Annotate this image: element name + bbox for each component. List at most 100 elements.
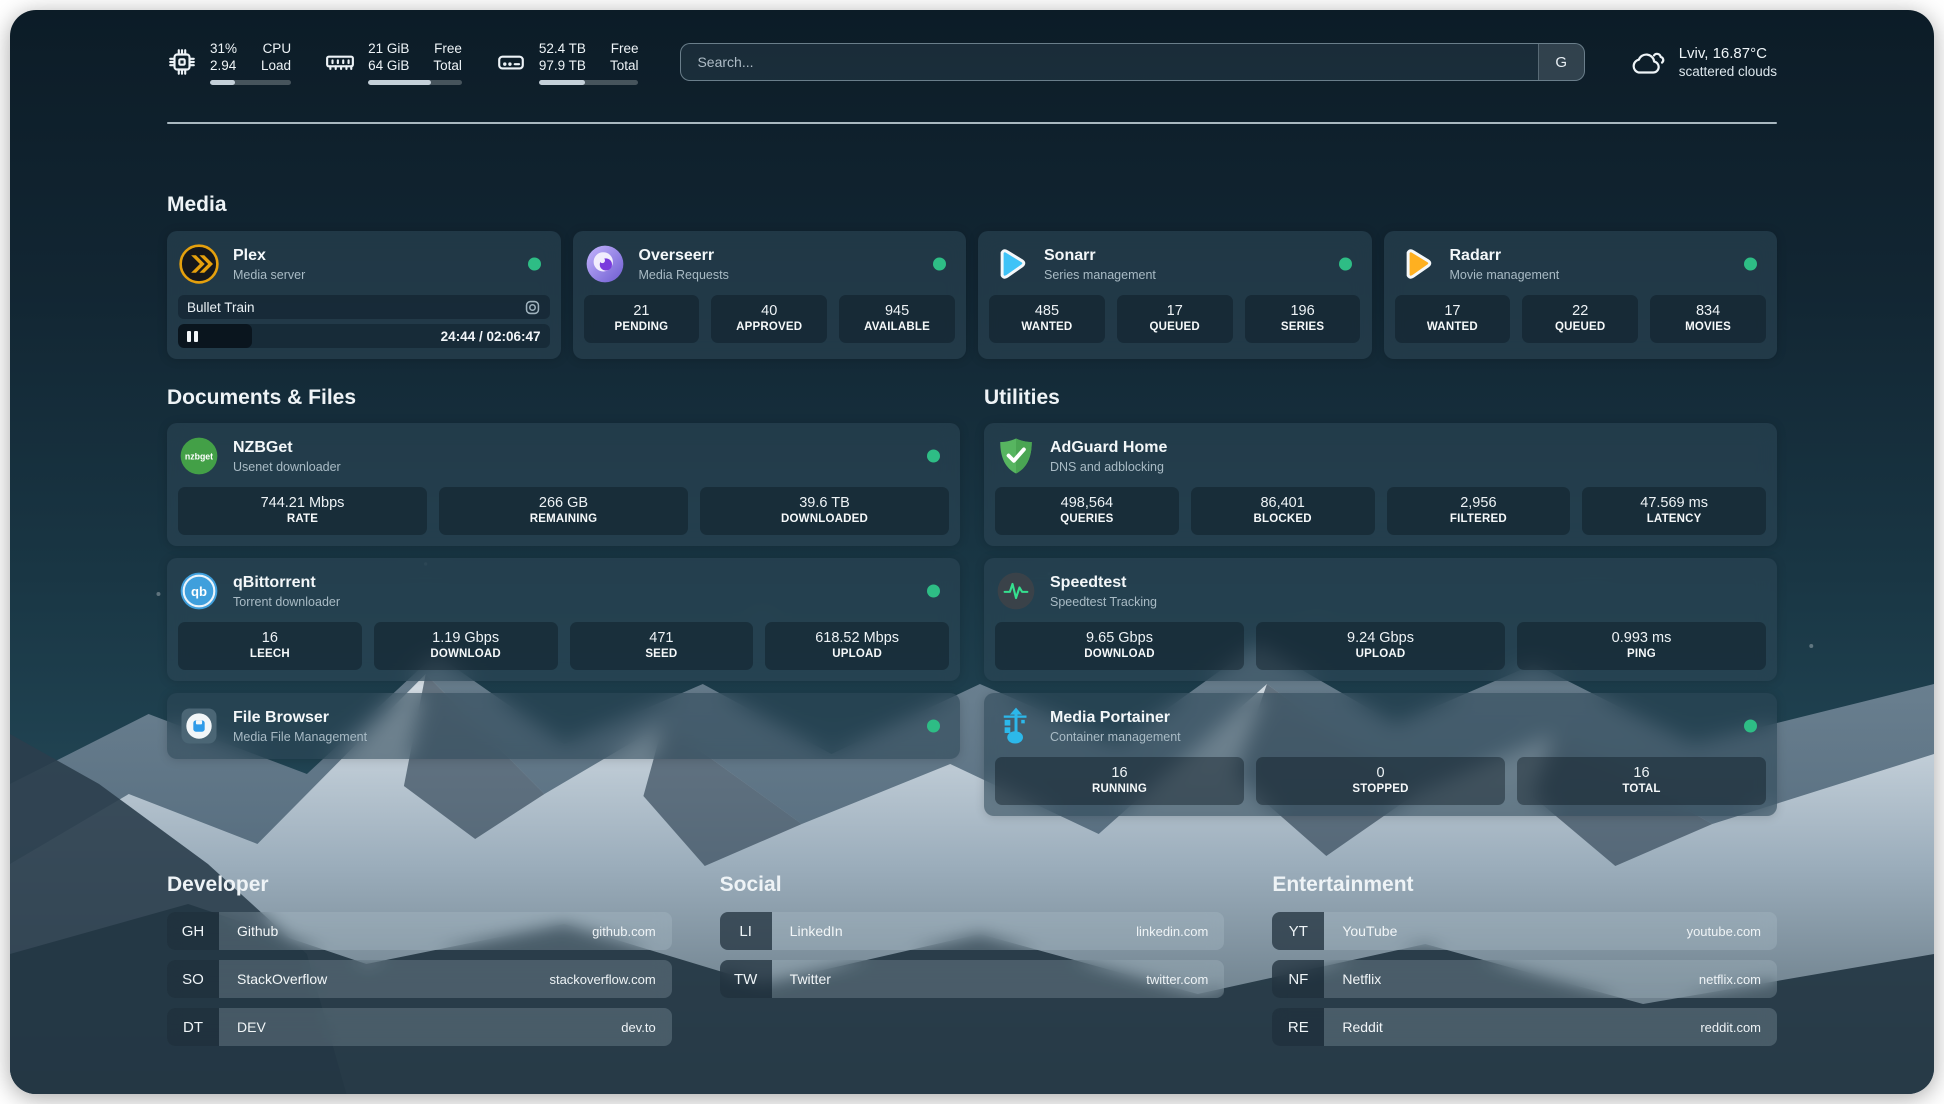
weather-widget: Lviv, 16.87°C scattered clouds xyxy=(1629,44,1777,81)
stat-wanted: 17 WANTED xyxy=(1394,295,1511,343)
bookmark-name: Github xyxy=(237,923,279,939)
filebrowser-icon xyxy=(178,705,220,747)
bookmark-name: Reddit xyxy=(1342,1019,1383,1035)
stat-latency: 47.569 ms LATENCY xyxy=(1582,487,1766,535)
bookmark-abbr-badge: NF xyxy=(1272,960,1325,998)
bookmark-abbr-badge: RE xyxy=(1272,1008,1325,1046)
bookmark-group-developer: Developer GH Github github.com SO StackO… xyxy=(167,872,672,1056)
disk-progress-bar xyxy=(538,79,639,85)
disk-free-label: Free xyxy=(610,40,639,56)
header-divider xyxy=(167,122,1777,124)
app-card-adguard[interactable]: AdGuard Home DNS and adblocking 498,564 Q… xyxy=(984,423,1777,546)
stat-rate: 744.21 Mbps RATE xyxy=(178,487,427,535)
bookmark-domain: youtube.com xyxy=(1686,923,1762,939)
app-name: NZBGet xyxy=(233,438,293,456)
section-title-social: Social xyxy=(719,873,782,896)
app-card-qbittorrent[interactable]: qb qBittorrent Torrent downloader 16 LEEC… xyxy=(167,558,960,681)
bookmark-linkedin[interactable]: LI LinkedIn linkedin.com xyxy=(719,912,1225,950)
cpu-chip-icon xyxy=(167,47,197,77)
cpu-progress-fill xyxy=(210,79,236,85)
search-input[interactable] xyxy=(681,44,1538,80)
playback-progress-fill xyxy=(178,324,253,348)
bookmark-youtube[interactable]: YT YouTube youtube.com xyxy=(1272,912,1778,950)
weather-condition: scattered clouds xyxy=(1678,63,1777,79)
app-name: qBittorrent xyxy=(233,573,316,591)
bookmark-group-entertainment: Entertainment YT YouTube youtube.com NF … xyxy=(1272,872,1778,1056)
app-card-nzbget[interactable]: nzbget NZBGet Usenet downloader 744.21 M… xyxy=(167,423,960,546)
hard-drive-icon xyxy=(496,47,526,77)
app-card-filebrowser[interactable]: File Browser Media File Management xyxy=(167,693,960,759)
stat-running: 16 RUNNING xyxy=(995,757,1244,805)
stat-wanted: 485 WANTED xyxy=(989,295,1105,343)
app-card-radarr[interactable]: Radarr Movie management 17 WANTED 22 QUEUE… xyxy=(1383,231,1777,359)
app-card-plex[interactable]: Plex Media server Bullet Train xyxy=(167,231,561,359)
bookmark-name: StackOverflow xyxy=(237,971,328,987)
bookmark-abbr-badge: SO xyxy=(167,960,219,998)
disk-total-value: 97.9 TB xyxy=(538,57,586,73)
app-name: Sonarr xyxy=(1044,246,1096,264)
cpu-label: CPU xyxy=(262,40,292,56)
status-online-dot xyxy=(527,257,541,271)
app-description: DNS and adblocking xyxy=(1050,459,1164,474)
pause-icon[interactable] xyxy=(187,330,198,342)
cpu-load-value: 2.94 xyxy=(210,57,237,73)
bookmark-abbr-badge: DT xyxy=(167,1008,219,1046)
app-description: Media File Management xyxy=(233,729,368,744)
section-title-entertainment: Entertainment xyxy=(1272,873,1414,896)
status-online-dot xyxy=(1744,719,1757,733)
app-description: Usenet downloader xyxy=(233,459,341,474)
bookmark-abbr-badge: TW xyxy=(719,960,772,998)
app-card-portainer[interactable]: Media Portainer Container management 16 R… xyxy=(984,693,1777,816)
stat-downloaded: 39.6 TB DOWNLOADED xyxy=(700,487,949,535)
app-card-speedtest[interactable]: Speedtest Speedtest Tracking 9.65 Gbps DO… xyxy=(984,558,1777,681)
app-name: Media Portainer xyxy=(1050,708,1171,726)
app-card-overseerr[interactable]: Overseerr Media Requests 21 PENDING 40 APP… xyxy=(572,231,966,359)
stat-movies: 834 MOVIES xyxy=(1650,295,1766,343)
search-engine-button[interactable]: G xyxy=(1537,44,1584,80)
bookmark-name: Twitter xyxy=(789,971,831,987)
app-description: Media Requests xyxy=(638,267,729,282)
playback-time: 24:44 / 02:06:47 xyxy=(440,328,541,344)
app-name: Radarr xyxy=(1449,246,1502,264)
stat-queued: 17 QUEUED xyxy=(1116,295,1233,343)
adguard-icon xyxy=(995,435,1037,477)
now-playing-bar: Bullet Train xyxy=(178,295,550,319)
section-title-documents: Documents & Files xyxy=(167,386,357,409)
bookmark-stackoverflow[interactable]: SO StackOverflow stackoverflow.com xyxy=(167,960,672,998)
bookmark-group-social: Social LI LinkedIn linkedin.com TW Twitt… xyxy=(719,872,1225,1056)
memory-progress-fill xyxy=(368,79,431,85)
stat-remaining: 266 GB REMAINING xyxy=(439,487,688,535)
settings-icon[interactable] xyxy=(524,299,541,316)
cpu-load-label: Load xyxy=(261,57,292,73)
disk-free-value: 52.4 TB xyxy=(538,40,586,56)
memory-total-value: 64 GiB xyxy=(368,57,410,73)
plex-icon xyxy=(178,243,220,285)
bookmark-domain: reddit.com xyxy=(1700,1019,1762,1035)
nzbget-icon: nzbget xyxy=(178,435,220,477)
app-name: File Browser xyxy=(233,708,330,726)
bookmark-twitter[interactable]: TW Twitter twitter.com xyxy=(719,960,1225,998)
stat-queued: 22 QUEUED xyxy=(1522,295,1639,343)
speedtest-icon xyxy=(995,570,1037,612)
stat-queries: 498,564 QUERIES xyxy=(995,487,1179,535)
cpu-usage-value: 31% xyxy=(210,40,238,56)
app-description: Torrent downloader xyxy=(233,594,341,609)
ram-icon xyxy=(325,47,355,77)
bookmark-dev[interactable]: DT DEV dev.to xyxy=(167,1008,672,1046)
search-bar: G xyxy=(680,43,1585,81)
bookmark-netflix[interactable]: NF Netflix netflix.com xyxy=(1272,960,1778,998)
stat-pending: 21 PENDING xyxy=(583,295,700,343)
stat-series: 196 SERIES xyxy=(1244,295,1361,343)
bookmark-name: Netflix xyxy=(1342,971,1382,987)
bookmark-domain: netflix.com xyxy=(1698,971,1762,987)
app-description: Media server xyxy=(233,267,306,282)
bookmark-reddit[interactable]: RE Reddit reddit.com xyxy=(1272,1008,1778,1046)
memory-free-value: 21 GiB xyxy=(368,40,410,56)
portainer-icon xyxy=(995,705,1037,747)
bookmark-name: YouTube xyxy=(1342,923,1398,939)
bookmark-github[interactable]: GH Github github.com xyxy=(167,912,672,950)
status-online-dot xyxy=(927,719,940,733)
bookmark-domain: linkedin.com xyxy=(1136,923,1209,939)
radarr-icon xyxy=(1395,243,1437,285)
app-card-sonarr[interactable]: Sonarr Series management 485 WANTED 17 QUE… xyxy=(978,231,1372,359)
